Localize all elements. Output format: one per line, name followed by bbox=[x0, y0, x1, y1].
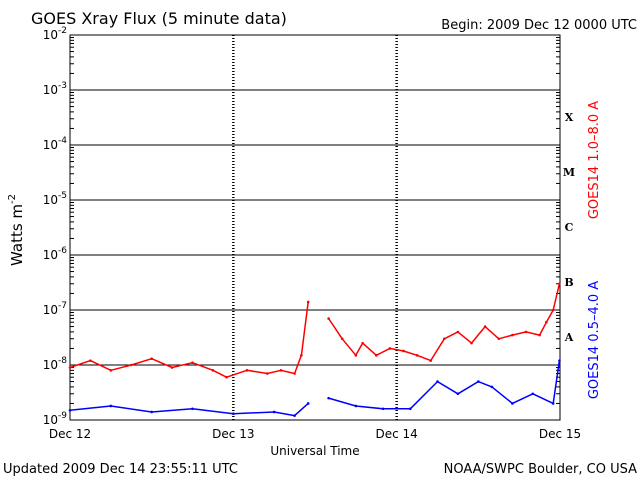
y-axis-label-main: Watts m bbox=[8, 204, 26, 266]
grid bbox=[70, 34, 560, 421]
flare-class-b: B bbox=[564, 276, 573, 289]
series-line bbox=[69, 301, 309, 378]
flare-class-x: X bbox=[565, 111, 574, 124]
y-axis-label-exp: -2 bbox=[7, 194, 18, 204]
x-tick-label: Dec 15 bbox=[539, 427, 581, 441]
begin-label: Begin: 2009 Dec 12 0000 UTC bbox=[441, 18, 637, 33]
x-tick-label: Dec 12 bbox=[49, 427, 91, 441]
series-layer bbox=[68, 282, 561, 417]
y-tick-label: 10-5 bbox=[43, 191, 67, 207]
y-tick-label: 10-6 bbox=[43, 246, 68, 262]
flare-class-a: A bbox=[564, 331, 574, 344]
legend-series-2: GOES14 0.5–4.0 A bbox=[587, 281, 602, 399]
x-tick-label: Dec 13 bbox=[212, 427, 254, 441]
footer-credit: NOAA/SWPC Boulder, CO USA bbox=[444, 462, 637, 477]
series-1 bbox=[68, 282, 561, 379]
y-tick-label: 10-2 bbox=[43, 26, 67, 42]
series-line bbox=[69, 402, 309, 417]
x-axis-label: Universal Time bbox=[270, 444, 359, 458]
legend-series-1: GOES14 1.0–8.0 A bbox=[587, 101, 602, 219]
y-tick-label: 10-3 bbox=[43, 81, 67, 97]
series-line bbox=[327, 283, 561, 362]
y-tick-label: 10-7 bbox=[43, 301, 67, 317]
footer-updated: Updated 2009 Dec 14 23:55:11 UTC bbox=[3, 462, 238, 477]
chart-title: GOES Xray Flux (5 minute data) bbox=[31, 9, 287, 28]
x-tick-label: Dec 14 bbox=[376, 427, 418, 441]
x-axis: Dec 12 Dec 13 Dec 14 Dec 15 bbox=[49, 427, 581, 441]
flare-class-c: C bbox=[565, 221, 574, 234]
series-2 bbox=[68, 359, 561, 417]
plot-frame bbox=[69, 34, 561, 421]
y-axis-label: Watts m-2 bbox=[7, 194, 26, 266]
series-line bbox=[328, 360, 561, 410]
y-tick-label: 10-8 bbox=[43, 356, 68, 372]
y-tick-label: 10-9 bbox=[43, 411, 68, 427]
y-tick-label: 10-4 bbox=[43, 136, 68, 152]
flare-class-labels: A B C M X bbox=[563, 111, 575, 344]
flare-class-m: M bbox=[563, 166, 575, 179]
